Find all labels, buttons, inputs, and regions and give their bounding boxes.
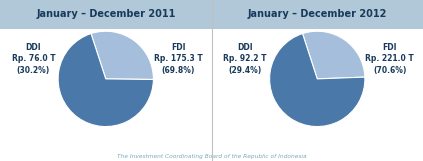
Text: FDI
Rp. 175.3 T
(69.8%): FDI Rp. 175.3 T (69.8%) — [154, 43, 203, 75]
Wedge shape — [58, 33, 154, 127]
Text: January – December 2011: January – December 2011 — [36, 9, 176, 19]
Wedge shape — [302, 31, 365, 79]
Text: January – December 2012: January – December 2012 — [247, 9, 387, 19]
Text: FDI
Rp. 221.0 T
(70.6%): FDI Rp. 221.0 T (70.6%) — [365, 43, 414, 75]
Wedge shape — [269, 33, 365, 127]
Text: The Investment Coordinating Board of the Republic of Indonesia: The Investment Coordinating Board of the… — [117, 154, 306, 159]
Wedge shape — [91, 31, 154, 80]
Text: DDI
Rp. 92.2 T
(29.4%): DDI Rp. 92.2 T (29.4%) — [223, 43, 266, 75]
Text: DDI
Rp. 76.0 T
(30.2%): DDI Rp. 76.0 T (30.2%) — [11, 43, 55, 75]
